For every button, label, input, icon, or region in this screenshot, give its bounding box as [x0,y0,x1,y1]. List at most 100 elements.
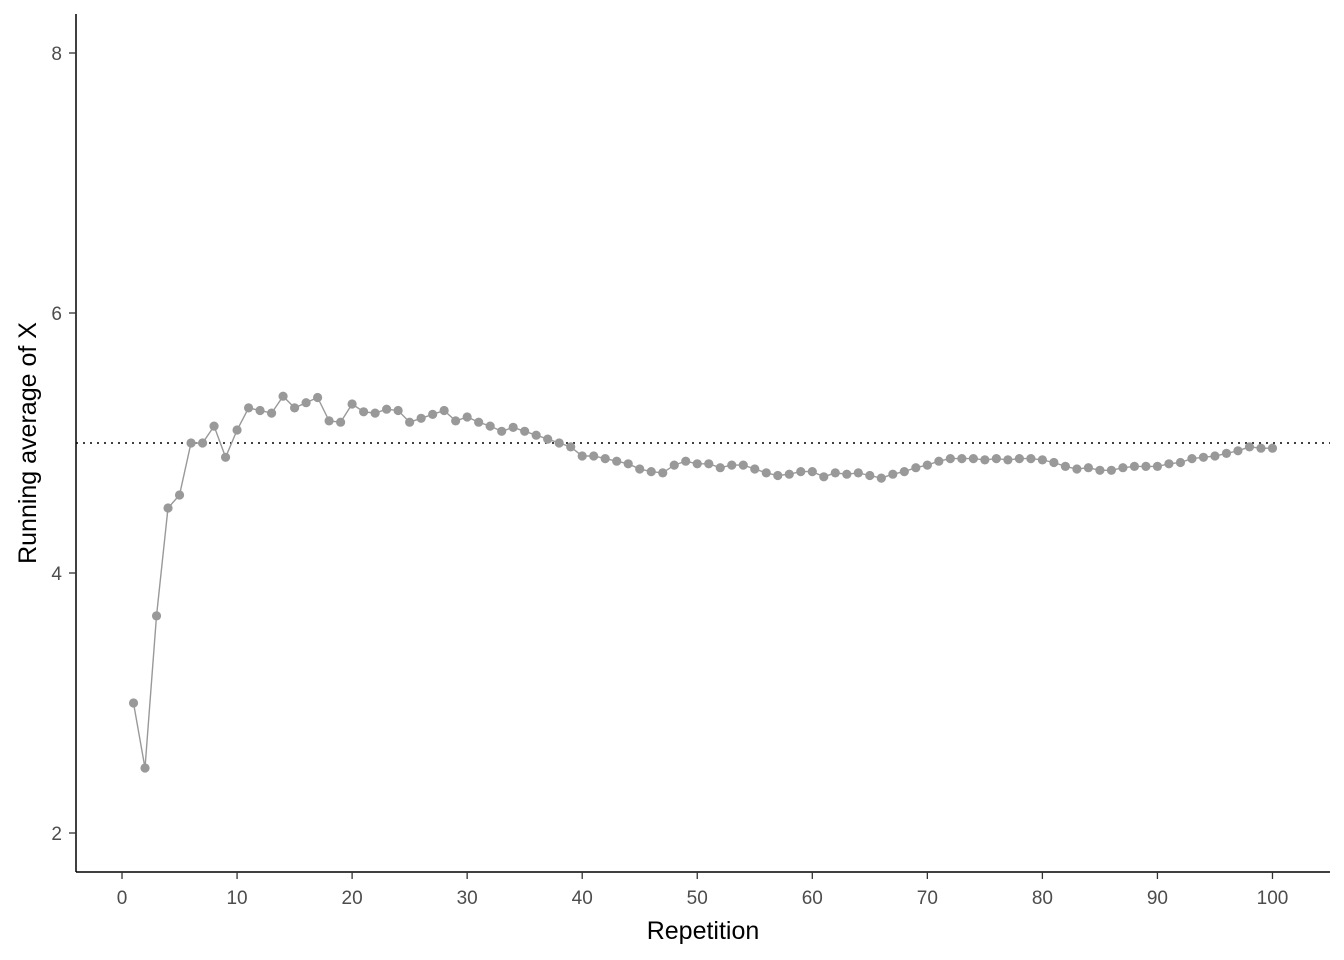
x-axis-ticks: 0 10 20 30 40 50 60 70 80 90 100 [117,872,1289,909]
data-point [911,463,921,473]
data-point [508,422,518,432]
data-point [163,503,173,513]
data-point [347,399,357,409]
x-tick-label: 40 [572,888,593,909]
data-point [255,405,265,416]
data-point [1141,461,1151,471]
data-point [1164,459,1174,469]
y-axis-ticks: 2 4 6 8 [51,44,76,845]
data-point [359,407,369,417]
series-layer [128,391,1278,773]
data-point [784,469,794,479]
data-point [1095,465,1105,475]
data-point [554,438,564,448]
data-point [888,469,898,479]
data-point [197,438,208,448]
data-point [439,405,449,416]
data-point [669,460,679,470]
data-point [681,456,691,466]
data-point [819,472,829,482]
data-point [1072,464,1082,474]
data-point [1118,463,1128,473]
x-axis-title: Repetition [647,917,760,945]
data-point [853,468,863,478]
data-point [232,425,242,435]
data-point [842,469,852,479]
data-point [186,438,196,448]
data-point [278,391,288,401]
data-point [543,434,553,444]
y-tick-label: 6 [51,304,62,325]
data-point [324,416,334,426]
data-point [174,490,185,500]
data-point [692,459,702,469]
data-point [1152,461,1163,471]
data-point [497,426,507,436]
data-point [1187,454,1197,464]
data-point [1244,442,1255,452]
x-tick-label: 0 [117,888,128,909]
data-point [520,426,530,436]
data-point [980,455,990,465]
data-point [393,405,403,416]
data-point [1106,465,1117,475]
x-tick-label: 80 [1032,888,1053,909]
y-tick-label: 2 [51,824,62,845]
data-point [865,470,875,481]
data-point [531,430,541,440]
data-point [416,413,426,423]
data-point [1014,454,1024,464]
data-point [1175,457,1186,468]
data-point [140,763,150,773]
data-point [485,421,495,431]
data-point [151,611,162,621]
data-point [957,454,967,464]
y-axis-title: Running average of X [14,322,42,564]
data-point [796,467,806,477]
data-point [876,473,886,483]
x-tick-label: 60 [802,888,823,909]
data-point [991,454,1001,464]
data-point [428,409,438,419]
data-point [566,442,576,452]
data-point [750,464,760,474]
data-point [623,459,633,469]
data-point [128,698,139,708]
y-tick-label: 4 [51,564,62,585]
data-point [1037,455,1047,465]
x-tick-label: 10 [226,888,247,909]
data-point [945,454,955,464]
data-point [451,416,461,426]
data-point [807,467,817,477]
data-point [934,456,944,466]
x-tick-label: 20 [342,888,363,909]
data-point [474,417,484,427]
data-point [370,408,380,418]
x-tick-label: 70 [917,888,938,909]
data-point [462,412,472,422]
data-point [1210,451,1220,461]
data-point [405,417,415,427]
data-point [715,463,725,473]
data-point [1129,461,1140,471]
data-point [243,403,254,413]
x-tick-label: 90 [1147,888,1168,909]
data-point [761,468,771,478]
data-point [1026,454,1036,464]
data-point [899,467,909,477]
data-point [738,460,748,470]
data-point [830,468,840,478]
data-point [1233,446,1243,456]
data-point [968,454,978,464]
y-tick-label: 8 [51,44,62,65]
x-tick-label: 50 [687,888,708,909]
x-tick-label: 100 [1257,888,1289,909]
data-point [704,459,714,469]
data-point [1060,461,1070,471]
data-point [301,398,311,408]
data-point [1083,463,1094,473]
data-point [773,470,783,481]
data-point [600,454,610,464]
data-point [289,403,300,413]
